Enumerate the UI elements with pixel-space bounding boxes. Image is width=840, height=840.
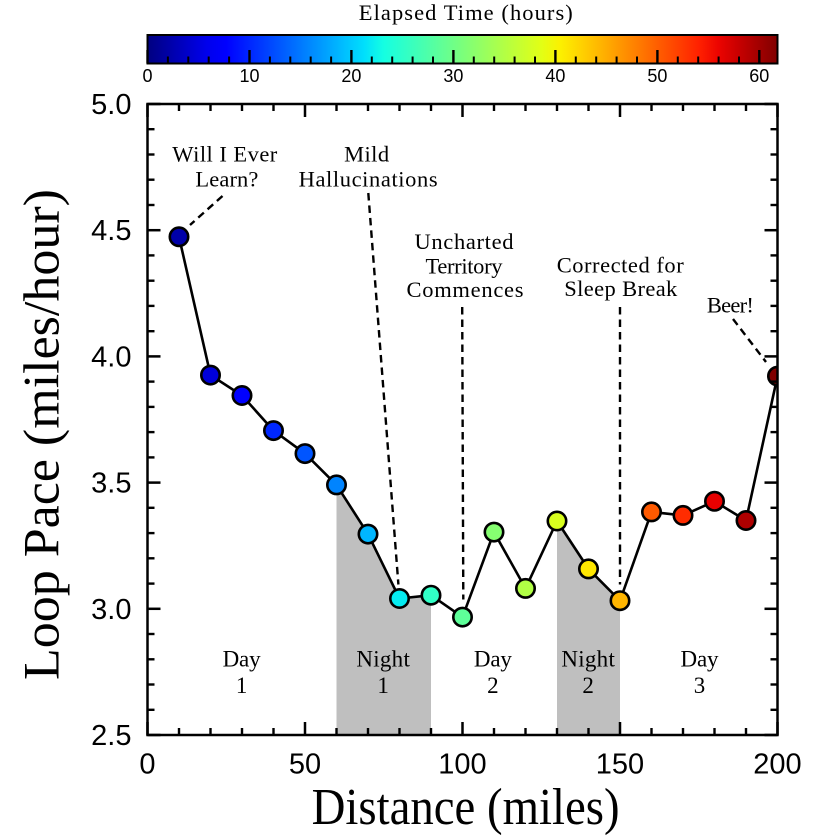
svg-text:20: 20 — [341, 66, 361, 86]
svg-text:Loop Pace (miles/hour): Loop Pace (miles/hour) — [15, 189, 71, 680]
svg-text:Commences: Commences — [407, 277, 524, 302]
svg-text:4.5: 4.5 — [91, 215, 131, 247]
svg-text:Sleep Break: Sleep Break — [564, 276, 678, 301]
svg-text:200: 200 — [753, 749, 801, 781]
svg-text:Day: Day — [223, 647, 262, 672]
svg-text:Night: Night — [561, 647, 615, 672]
svg-text:Territory: Territory — [426, 253, 504, 278]
svg-text:Corrected for: Corrected for — [557, 253, 685, 278]
svg-text:Elapsed Time (hours): Elapsed Time (hours) — [359, 0, 573, 25]
svg-text:1: 1 — [236, 673, 248, 698]
svg-text:2: 2 — [582, 673, 594, 698]
svg-text:Day: Day — [681, 647, 720, 672]
svg-text:150: 150 — [596, 749, 644, 781]
svg-text:Distance (miles): Distance (miles) — [312, 779, 620, 836]
svg-text:60: 60 — [749, 66, 769, 86]
svg-text:40: 40 — [545, 66, 565, 86]
svg-text:0: 0 — [139, 749, 155, 781]
svg-text:Mild: Mild — [344, 142, 389, 167]
svg-text:Night: Night — [356, 647, 410, 672]
svg-text:5.0: 5.0 — [91, 89, 131, 121]
svg-text:2.5: 2.5 — [91, 720, 131, 752]
svg-text:2: 2 — [487, 673, 499, 698]
svg-text:Uncharted: Uncharted — [415, 229, 514, 254]
svg-text:Will I Ever: Will I Ever — [172, 142, 277, 167]
svg-text:Beer!: Beer! — [707, 293, 754, 318]
svg-text:1: 1 — [377, 673, 389, 698]
svg-text:3.5: 3.5 — [91, 468, 131, 500]
svg-text:4.0: 4.0 — [91, 341, 131, 373]
svg-text:50: 50 — [647, 66, 667, 86]
svg-text:100: 100 — [438, 749, 486, 781]
svg-text:Learn?: Learn? — [195, 167, 258, 192]
svg-text:3: 3 — [694, 673, 706, 698]
svg-text:50: 50 — [289, 749, 321, 781]
svg-text:30: 30 — [443, 66, 463, 86]
svg-text:0: 0 — [142, 66, 152, 86]
svg-text:10: 10 — [239, 66, 259, 86]
svg-text:3.0: 3.0 — [91, 594, 131, 626]
svg-text:Day: Day — [474, 647, 513, 672]
svg-text:Hallucinations: Hallucinations — [299, 167, 438, 192]
